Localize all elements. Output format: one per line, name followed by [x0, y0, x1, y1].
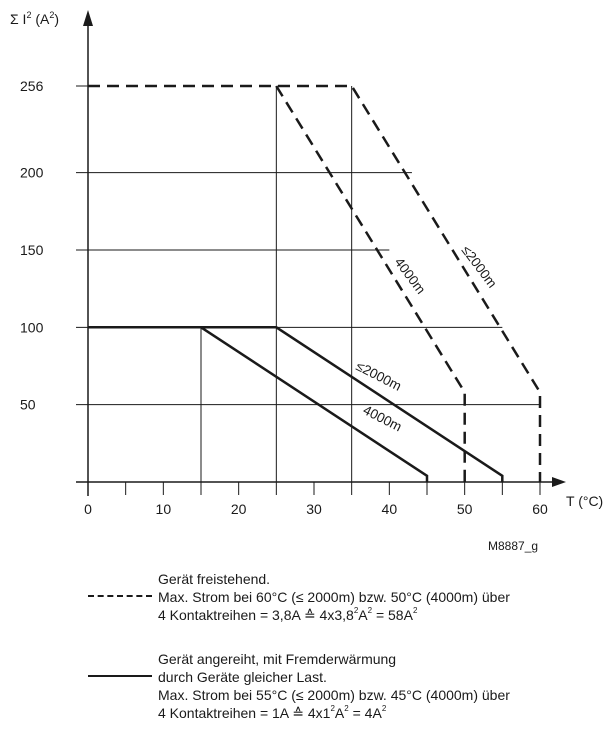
- series-line-dashed-0: [88, 84, 542, 482]
- y-tick-label-200: 200: [20, 165, 44, 181]
- series-line-dashed-1: [275, 85, 466, 482]
- legend-solid: Gerät angereiht, mit Fremderwärmung durc…: [88, 650, 588, 722]
- legend-solid-line2: durch Geräte gleicher Last.: [158, 669, 327, 685]
- series-lines: [88, 84, 542, 482]
- x-tick-label-30: 30: [306, 501, 322, 517]
- derating-chart: 0 10 20 30 40 50 60 50 100 150 200 256 Σ I2 (A2) T …: [10, 10, 603, 553]
- legend-swatch-solid: [88, 675, 152, 677]
- x-axis-title: T (°C): [566, 493, 603, 509]
- y-tick-label-100: 100: [20, 319, 44, 335]
- legend-solid-line4: 4 Kontaktreihen = 1A ≙ 4x12A2 = 4A2: [158, 704, 387, 721]
- y-axis-arrow: [83, 10, 93, 26]
- figure-id: M8887_g: [488, 539, 538, 553]
- grid-lines: [76, 86, 540, 482]
- legend-dashed-line1: Gerät freistehend.: [158, 571, 271, 587]
- x-tick-label-60: 60: [532, 501, 548, 517]
- y-tick-label-50: 50: [20, 397, 36, 413]
- x-tick-label-10: 10: [156, 501, 172, 517]
- curve-label-dashed-2000m: ≤2000m: [459, 243, 500, 291]
- y-tick-label-256: 256: [20, 78, 44, 94]
- curve-label-dashed-4000m: 4000m: [392, 255, 429, 297]
- axes: [76, 10, 566, 496]
- y-tick-label-150: 150: [20, 242, 44, 258]
- legend-solid-line3: Max. Strom bei 55°C (≤ 2000m) bzw. 45°C …: [158, 687, 510, 703]
- series-line-solid-2: [88, 326, 504, 482]
- legend-solid-line1: Gerät angereiht, mit Fremderwärmung: [158, 651, 397, 667]
- y-axis-title: Σ I2 (A2): [10, 10, 59, 27]
- ticks: [76, 85, 541, 495]
- legend-dashed-line2: Max. Strom bei 60°C (≤ 2000m) bzw. 50°C …: [158, 589, 510, 605]
- x-axis-arrow: [552, 477, 566, 487]
- x-tick-label-40: 40: [382, 501, 398, 517]
- curve-label-solid-2000m: ≤2000m: [354, 358, 404, 393]
- legend-dashed-line3: 4 Kontaktreihen = 3,8A ≙ 4x3,82A2 = 58A2: [158, 606, 418, 623]
- x-tick-label-20: 20: [231, 501, 247, 517]
- legend-dashed: Gerät freistehend. Max. Strom bei 60°C (…: [88, 570, 588, 624]
- tick-labels: 0 10 20 30 40 50 60 50 100 150 200 256: [20, 78, 548, 517]
- series-line-solid-3: [200, 326, 429, 482]
- legend-swatch-dashed: [88, 595, 152, 597]
- x-tick-label-50: 50: [457, 501, 473, 517]
- x-tick-label-0: 0: [84, 501, 92, 517]
